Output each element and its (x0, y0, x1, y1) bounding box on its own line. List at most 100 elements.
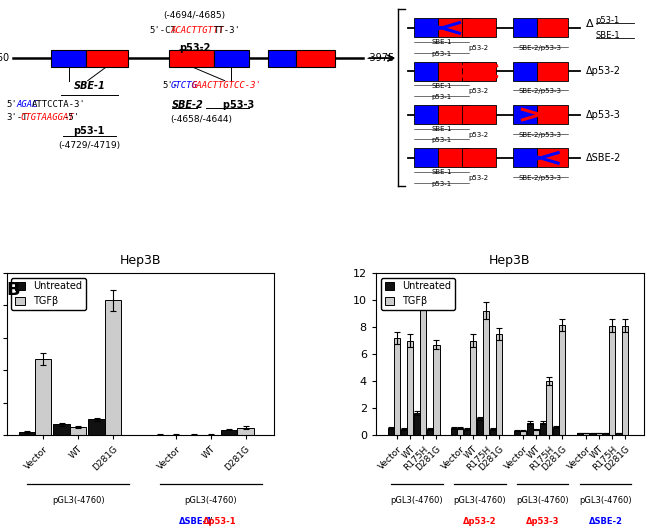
Bar (296, 49, 335, 66)
Bar (596, 433, 602, 435)
Text: p53-2: p53-2 (469, 132, 489, 138)
Bar (105, 301, 121, 435)
Text: p53-2: p53-2 (469, 45, 489, 51)
Bar (540, 423, 546, 435)
Bar (603, 433, 609, 435)
Bar (414, 19, 438, 37)
Text: 5'-: 5'- (162, 81, 179, 90)
Text: SBE-1: SBE-1 (432, 169, 452, 175)
Bar (497, 333, 502, 435)
Bar (462, 149, 495, 167)
Legend: Untreated, TGFβ: Untreated, TGFβ (381, 278, 455, 310)
Bar (577, 433, 583, 435)
Bar (434, 345, 439, 435)
Text: SBE-2/p53-3: SBE-2/p53-3 (519, 45, 562, 51)
Bar (414, 149, 438, 167)
Bar (427, 430, 434, 435)
Text: 3'-T: 3'-T (6, 113, 28, 122)
Bar (19, 432, 35, 435)
Text: ΔSBE-2: ΔSBE-2 (586, 153, 621, 163)
Bar (464, 430, 470, 435)
Text: GTCTG: GTCTG (171, 81, 198, 90)
Bar (470, 340, 476, 435)
Text: Δp53-2: Δp53-2 (463, 517, 497, 526)
Text: p53-1: p53-1 (432, 94, 452, 100)
Bar (438, 105, 469, 124)
Bar (88, 419, 105, 435)
Bar (414, 62, 438, 81)
Bar (513, 149, 537, 167)
Text: AGAC: AGAC (16, 99, 38, 108)
Bar (537, 62, 567, 81)
Text: (-4658/-4644): (-4658/-4644) (170, 115, 232, 124)
Bar (462, 105, 495, 124)
Bar (51, 49, 86, 66)
Bar (457, 428, 463, 435)
Text: pGL3(-4760): pGL3(-4760) (185, 495, 237, 504)
Text: -3975: -3975 (367, 53, 395, 63)
Text: SBE-1: SBE-1 (432, 39, 452, 45)
Text: p53-1: p53-1 (595, 16, 620, 25)
Text: SBE-2/p53-3: SBE-2/p53-3 (519, 132, 562, 138)
Text: -5': -5' (64, 113, 80, 122)
Text: (-4729/-4719): (-4729/-4719) (58, 141, 120, 150)
Text: p53-1: p53-1 (73, 126, 105, 136)
Text: Δp53-1: Δp53-1 (203, 517, 237, 526)
Bar (168, 434, 184, 435)
Bar (537, 105, 567, 124)
Bar (462, 62, 495, 81)
Bar (622, 326, 629, 435)
Text: ACACTTGTTT: ACACTTGTTT (170, 26, 224, 35)
Text: -4760: -4760 (0, 53, 10, 63)
Bar (421, 300, 426, 435)
Bar (408, 340, 413, 435)
Text: p53-3: p53-3 (206, 99, 254, 109)
Bar (527, 423, 533, 435)
Bar (86, 49, 127, 66)
Text: p53-1: p53-1 (432, 181, 452, 186)
Text: /: / (209, 517, 213, 526)
Bar (70, 427, 86, 435)
Text: SBE-1: SBE-1 (73, 81, 105, 91)
Text: B: B (6, 281, 20, 299)
Bar (533, 430, 540, 435)
Bar (451, 428, 457, 435)
Bar (590, 433, 596, 435)
Text: SBE-2/p53-3: SBE-2/p53-3 (519, 88, 562, 94)
Legend: Untreated, TGFβ: Untreated, TGFβ (11, 278, 86, 310)
Text: p53-2: p53-2 (179, 43, 210, 53)
Text: ATTCCTA-3': ATTCCTA-3' (32, 99, 86, 108)
Text: SBE-2: SBE-2 (172, 99, 204, 109)
Text: pGL3(-4760): pGL3(-4760) (516, 495, 569, 504)
Text: TT-3': TT-3' (213, 26, 240, 35)
Bar (537, 19, 567, 37)
Bar (438, 149, 469, 167)
Text: ΔSBE-1: ΔSBE-1 (179, 517, 213, 526)
Bar (221, 430, 237, 435)
Text: GAACTTGTCC-3': GAACTTGTCC-3' (191, 81, 261, 90)
Text: (-4694/-4685): (-4694/-4685) (163, 11, 226, 20)
Text: A: A (0, 0, 14, 2)
Text: SBE-2/p53-3: SBE-2/p53-3 (519, 175, 562, 181)
Bar (609, 326, 615, 435)
Text: SBE-1: SBE-1 (432, 126, 452, 132)
Text: p53-2: p53-2 (469, 88, 489, 94)
Bar (268, 49, 296, 66)
Bar (520, 431, 526, 435)
Bar (438, 62, 469, 81)
Bar (514, 431, 520, 435)
Text: Δ: Δ (586, 19, 594, 29)
Bar (616, 433, 622, 435)
Text: Δp53-3: Δp53-3 (526, 517, 560, 526)
Text: pGL3(-4760): pGL3(-4760) (391, 495, 443, 504)
Bar (203, 434, 219, 435)
Bar (169, 49, 213, 66)
Text: 5'-CT: 5'-CT (150, 26, 177, 35)
Bar (414, 105, 438, 124)
Bar (151, 434, 168, 435)
Bar (237, 427, 254, 435)
Text: 5'-: 5'- (6, 99, 23, 108)
Bar (553, 426, 559, 435)
Bar (513, 62, 537, 81)
Text: Δp53-2: Δp53-2 (586, 66, 621, 76)
